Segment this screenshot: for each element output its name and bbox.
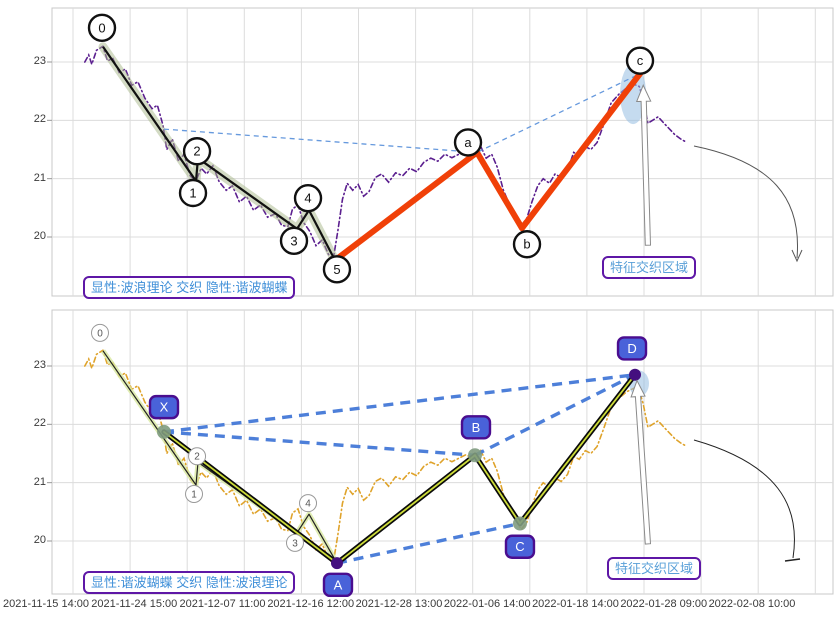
y-tick-label-bottom-23: 23: [33, 359, 46, 371]
wave-label-3-circle: [279, 226, 309, 256]
feature-up-arrow-top: [635, 84, 652, 246]
harmonic-marker-label-B: B: [472, 420, 481, 435]
pivot-dot-D: [629, 368, 642, 381]
harmonic-leg-core-CD: [519, 373, 636, 525]
hidden-wave-label-4-circle: [299, 494, 318, 513]
harmonic-leg-core-BC: [474, 454, 521, 525]
x-tick-label-4: 2021-12-28 13:00: [355, 598, 443, 610]
x-tick-label-2: 2021-12-07 11:00: [179, 598, 266, 610]
hidden-wave-label-2-circle: [188, 447, 207, 466]
x-tick-label-3: 2021-12-16 12:00: [267, 598, 355, 610]
x-tick-label-6: 2022-01-18 14:00: [532, 598, 619, 610]
harmonic-dashed-BD: [474, 373, 636, 457]
trend-curve-arrowhead-bottom: [784, 558, 801, 562]
hidden-wave-label-4-text: 4: [305, 499, 311, 510]
feature-region-badge-bottom: 特征交织区域: [607, 557, 702, 580]
harmonic-marker-box-D: [616, 336, 648, 361]
harmonic-dashed-XD: [163, 373, 636, 434]
y-tick-label-top-20: 20: [33, 229, 46, 242]
abc-label-b-text: b: [523, 237, 530, 252]
hidden-wave-label-3-text: 3: [292, 538, 298, 549]
trend-curve-arrow-top: [693, 145, 799, 259]
hidden-wave-label-0-circle: [90, 323, 109, 342]
hidden-wave-label-1-text: 1: [191, 489, 197, 500]
wave-label-4-text: 4: [304, 191, 311, 206]
abc-label-b-circle: [512, 230, 542, 259]
harmonic-marker-box-X: [148, 394, 180, 420]
elliott-wave-line: [102, 46, 336, 261]
top-legend-badge: 显性:波浪理论 交织 隐性:谐波蝴蝶: [83, 276, 296, 299]
bottom-legend-badge: 显性:谐波蝴蝶 交织 隐性:波浪理论: [83, 571, 296, 594]
y-tick-label-bottom-22: 22: [33, 417, 46, 430]
hidden-harmonic-dashed-line: [163, 73, 641, 154]
wave-label-0-text: 0: [98, 20, 105, 35]
wave-label-2-circle: [182, 137, 212, 166]
y-tick-label-bottom-20: 20: [33, 533, 46, 546]
wave-label-2-text: 2: [193, 144, 200, 159]
harmonic-marker-box-B: [460, 415, 492, 440]
pivot-dot-X: [156, 424, 171, 439]
pivot-dot-C: [512, 516, 527, 531]
pivot-dot-A: [330, 557, 343, 570]
trend-curve-arrow-bottom: [693, 439, 795, 559]
feature-up-arrow-bottom: [630, 379, 652, 545]
y-tick-label-top-22: 22: [33, 113, 46, 126]
abc-label-a-text: a: [464, 135, 472, 150]
x-tick-label-1: 2021-11-24 15:00: [91, 598, 178, 610]
feature-region-badge-top: 特征交织区域: [602, 256, 697, 279]
wave-label-5-circle: [322, 255, 352, 284]
hidden-wave-label-0-text: 0: [97, 328, 103, 339]
harmonic-marker-label-A: A: [334, 577, 343, 592]
harmonic-marker-box-C: [504, 534, 536, 559]
x-tick-label-0: 2021-11-15 14:00: [2, 598, 90, 610]
panel-frame-0: [51, 7, 834, 297]
harmonic-leg-core-AB: [336, 454, 476, 565]
x-tick-label-8: 2022-02-08 10:00: [708, 598, 796, 610]
y-tick-label-top-21: 21: [33, 171, 46, 184]
harmonic-marker-label-X: X: [160, 400, 169, 415]
harmonic-marker-label-C: C: [515, 539, 524, 554]
abc-label-c-circle: [625, 46, 655, 75]
wave-label-1-text: 1: [189, 185, 196, 200]
abc-label-c-text: c: [637, 53, 644, 68]
wave-label-5-text: 5: [333, 262, 340, 277]
trend-curve-arrowhead-top: [791, 249, 803, 263]
harmonic-marker-box-A: [322, 572, 354, 598]
hidden-wave-label-1-circle: [185, 484, 204, 503]
harmonic-marker-label-D: D: [627, 341, 636, 356]
wave-label-3-text: 3: [290, 233, 297, 248]
wave-label-4-circle: [293, 183, 323, 213]
wave-label-1-circle: [178, 178, 208, 208]
pivot-dot-B: [467, 448, 482, 463]
abc-correction-line: [332, 70, 643, 264]
x-tick-label-7: 2022-01-28 09:00: [620, 598, 708, 610]
harmonic-dashed-AC: [336, 521, 521, 565]
y-tick-label-bottom-21: 21: [33, 475, 46, 488]
y-tick-label-top-23: 23: [33, 55, 46, 67]
hidden-wave-label-3-circle: [285, 533, 304, 552]
hidden-wave-label-2-text: 2: [194, 452, 200, 463]
wave-label-0-circle: [87, 13, 117, 43]
abc-label-a-circle: [453, 128, 483, 157]
x-tick-label-5: 2022-01-06 14:00: [443, 598, 531, 610]
harmonic-dashed-XB: [163, 430, 476, 457]
